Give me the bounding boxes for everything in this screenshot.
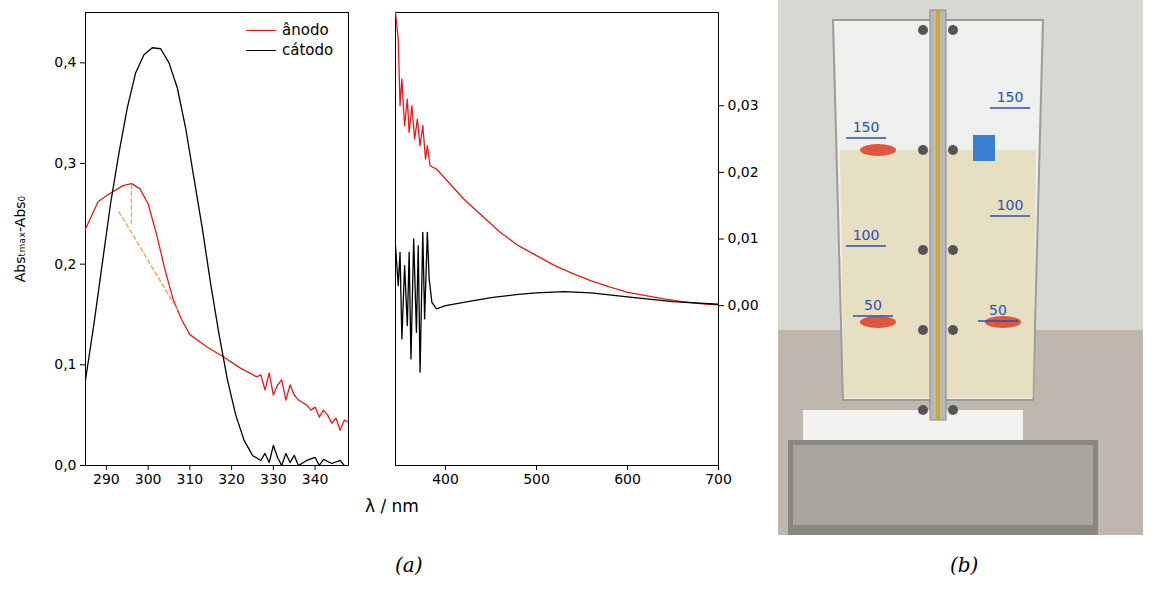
html-text:λ / nm: λ / nm xyxy=(365,496,419,516)
svg-text:700: 700 xyxy=(705,471,732,487)
svg-text:300: 300 xyxy=(135,471,162,487)
svg-text:150: 150 xyxy=(997,89,1024,105)
svg-text:50: 50 xyxy=(989,302,1007,318)
svg-text:0,03: 0,03 xyxy=(728,97,759,113)
html-text:cátodo: cátodo xyxy=(282,41,334,59)
svg-text:310: 310 xyxy=(176,471,203,487)
html-text:(a): (a) xyxy=(395,553,423,577)
svg-text:0,0: 0,0 xyxy=(54,457,76,473)
svg-text:100: 100 xyxy=(997,197,1024,213)
svg-text:0,4: 0,4 xyxy=(54,54,76,70)
svg-text:150: 150 xyxy=(853,119,880,135)
svg-text:0,00: 0,00 xyxy=(728,297,759,313)
svg-text:500: 500 xyxy=(523,471,550,487)
svg-text:0,3: 0,3 xyxy=(54,155,76,171)
svg-text:0,1: 0,1 xyxy=(54,356,76,372)
svg-text:340: 340 xyxy=(302,471,329,487)
svg-text:0,01: 0,01 xyxy=(728,230,759,246)
html-text:(b): (b) xyxy=(950,553,979,577)
html-text:ânodo: ânodo xyxy=(282,21,329,39)
svg-text:290: 290 xyxy=(93,471,120,487)
svg-text:320: 320 xyxy=(218,471,245,487)
svg-text:0,2: 0,2 xyxy=(54,256,76,272)
svg-text:0,02: 0,02 xyxy=(728,164,759,180)
svg-text:400: 400 xyxy=(432,471,459,487)
svg-text:100: 100 xyxy=(853,227,880,243)
svg-text:Absₜₘₐₓ-Abs₀: Absₜₘₐₓ-Abs₀ xyxy=(12,195,28,282)
svg-text:50: 50 xyxy=(864,297,882,313)
svg-text:330: 330 xyxy=(260,471,287,487)
svg-text:600: 600 xyxy=(614,471,641,487)
